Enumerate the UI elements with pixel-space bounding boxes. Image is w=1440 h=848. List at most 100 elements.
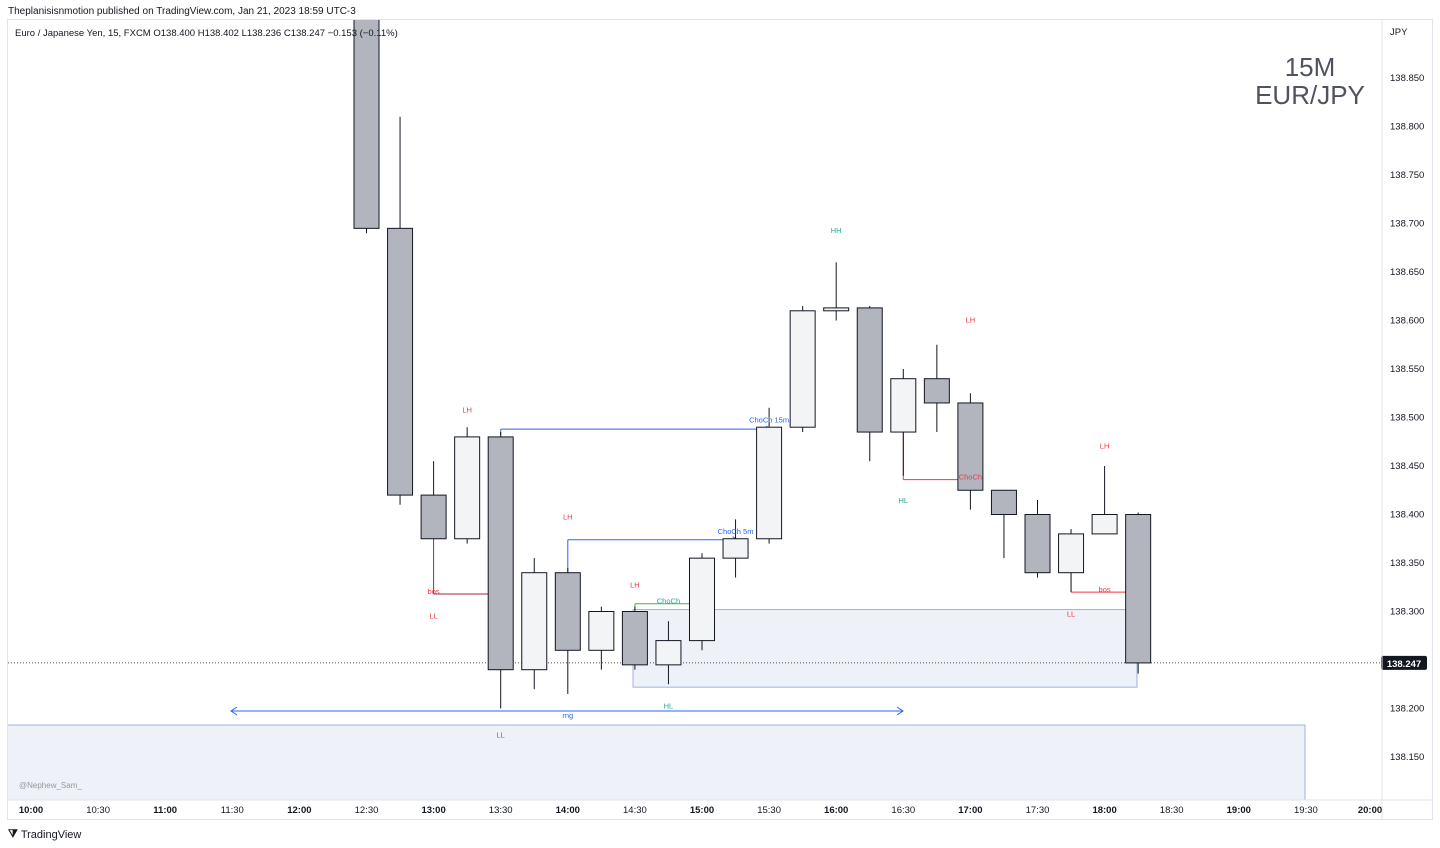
range-arrow-left-head xyxy=(230,706,238,716)
publish-info: Theplanisisnmotion published on TradingV… xyxy=(8,6,356,17)
candle-body-bear xyxy=(957,402,984,491)
structure-label: HL xyxy=(664,702,674,711)
tradingview-logo-icon[interactable]: ⧩ xyxy=(8,828,18,840)
candle-body-bull xyxy=(722,538,749,559)
candle-body-bull xyxy=(521,572,548,671)
structure-label: rng xyxy=(562,711,573,720)
candle[interactable] xyxy=(1024,499,1051,578)
currency-label: JPY xyxy=(1390,27,1408,38)
candle-body-bear xyxy=(621,611,648,666)
structure-label: LL xyxy=(429,611,437,620)
candle[interactable] xyxy=(990,489,1017,559)
structure-label: bos xyxy=(1099,585,1111,594)
lower-demand-zone xyxy=(8,724,1306,800)
credit-label: @Nephew_Sam_ xyxy=(19,781,82,790)
candle-body-bear xyxy=(387,227,414,496)
watermark-line: EUR/JPY xyxy=(1255,80,1365,110)
y-tick-label: 138.750 xyxy=(1390,170,1424,181)
candle[interactable] xyxy=(756,407,783,544)
x-tick-label: 13:30 xyxy=(489,805,513,816)
candle[interactable] xyxy=(856,305,883,462)
x-tick-label: 20:00 xyxy=(1358,805,1382,816)
ohlc-legend: Euro / Japanese Yen, 15, FXCM O138.400 H… xyxy=(15,28,398,39)
candle[interactable] xyxy=(353,0,380,234)
y-tick-label: 138.700 xyxy=(1390,219,1424,230)
structure-label: LH xyxy=(630,580,640,589)
candle-body-bear xyxy=(353,20,380,229)
candle[interactable] xyxy=(823,262,850,321)
structure-label: ChoCh xyxy=(657,597,680,606)
candle[interactable] xyxy=(487,432,514,709)
plot-area: @Nephew_Sam_ LH bos LL LL LH LH ChoCh ChoCh 5m Ch… xyxy=(8,0,1382,800)
candle[interactable] xyxy=(923,344,950,433)
candle[interactable] xyxy=(655,621,682,685)
y-tick-label: 138.400 xyxy=(1390,510,1424,521)
last-price-label: 138.247 xyxy=(1387,659,1421,670)
candle-body-bull xyxy=(756,426,783,540)
range-arrow-right-head xyxy=(896,706,904,716)
x-tick-label: 12:30 xyxy=(355,805,379,816)
x-tick-label: 10:00 xyxy=(19,805,43,816)
footer: ⧩ TradingView xyxy=(8,828,81,841)
chart-frame xyxy=(7,19,1433,820)
candle[interactable] xyxy=(1058,529,1085,593)
candle[interactable] xyxy=(722,519,749,578)
candle-body-bull xyxy=(890,378,917,433)
candle[interactable] xyxy=(588,606,615,670)
structure-label: LL xyxy=(1067,609,1075,618)
x-tick-label: 16:00 xyxy=(824,805,848,816)
y-tick-label: 138.650 xyxy=(1390,267,1424,278)
candle[interactable] xyxy=(621,606,648,670)
structure-label: LH xyxy=(966,315,976,324)
last-price-badge xyxy=(1381,655,1427,670)
x-tick-label: 13:00 xyxy=(421,805,445,816)
candle[interactable] xyxy=(420,461,447,540)
candle-body-bull xyxy=(655,640,682,666)
x-tick-label: 11:30 xyxy=(221,805,244,816)
y-tick-label: 138.300 xyxy=(1390,607,1424,618)
candle[interactable] xyxy=(789,305,816,433)
candle-body-bull xyxy=(1058,533,1085,574)
candle-body-bear xyxy=(856,307,883,433)
x-tick-label: 10:30 xyxy=(86,805,110,816)
brand-label[interactable]: TradingView xyxy=(20,828,82,841)
x-tick-label: 17:00 xyxy=(958,805,982,816)
candle[interactable] xyxy=(387,116,414,505)
candle[interactable] xyxy=(454,427,481,544)
structure-label: LH xyxy=(563,512,573,521)
candle[interactable] xyxy=(890,369,917,476)
structure-label: bos xyxy=(428,587,440,596)
x-tick-label: 15:00 xyxy=(690,805,714,816)
candle[interactable] xyxy=(554,567,581,694)
x-tick-label: 17:30 xyxy=(1026,805,1050,816)
y-tick-label: 138.150 xyxy=(1390,752,1424,763)
candle-body-bull xyxy=(789,310,816,428)
candle[interactable] xyxy=(689,553,715,651)
structure-label: ChoCh 15m xyxy=(749,415,789,424)
x-tick-label: 18:30 xyxy=(1160,805,1184,816)
candle[interactable] xyxy=(1125,512,1152,674)
watermark-line: 15M xyxy=(1285,52,1336,82)
y-tick-label: 138.550 xyxy=(1390,364,1424,375)
y-tick-label: 138.800 xyxy=(1390,122,1424,133)
y-tick-label: 138.450 xyxy=(1390,461,1424,472)
x-tick-label: 12:00 xyxy=(287,805,311,816)
candle-body-bear xyxy=(554,572,581,651)
structure-label: HL xyxy=(899,496,909,505)
candle-body-bear xyxy=(990,489,1017,515)
candle-body-bear xyxy=(1125,514,1152,664)
x-tick-label: 11:00 xyxy=(153,805,177,816)
y-tick-label: 138.600 xyxy=(1390,316,1424,327)
candle[interactable] xyxy=(957,393,984,510)
x-tick-label: 18:00 xyxy=(1092,805,1116,816)
structure-label: LL xyxy=(497,731,505,740)
structure-label: ChoCh 5m xyxy=(718,527,754,536)
x-tick-label: 16:30 xyxy=(891,805,915,816)
candle-body-bull xyxy=(454,436,481,540)
structure-label: ChoCh xyxy=(959,473,982,482)
x-tick-label: 19:30 xyxy=(1294,805,1318,816)
candle[interactable] xyxy=(521,558,548,690)
x-tick-label: 15:30 xyxy=(757,805,781,816)
candle[interactable] xyxy=(1091,466,1118,535)
